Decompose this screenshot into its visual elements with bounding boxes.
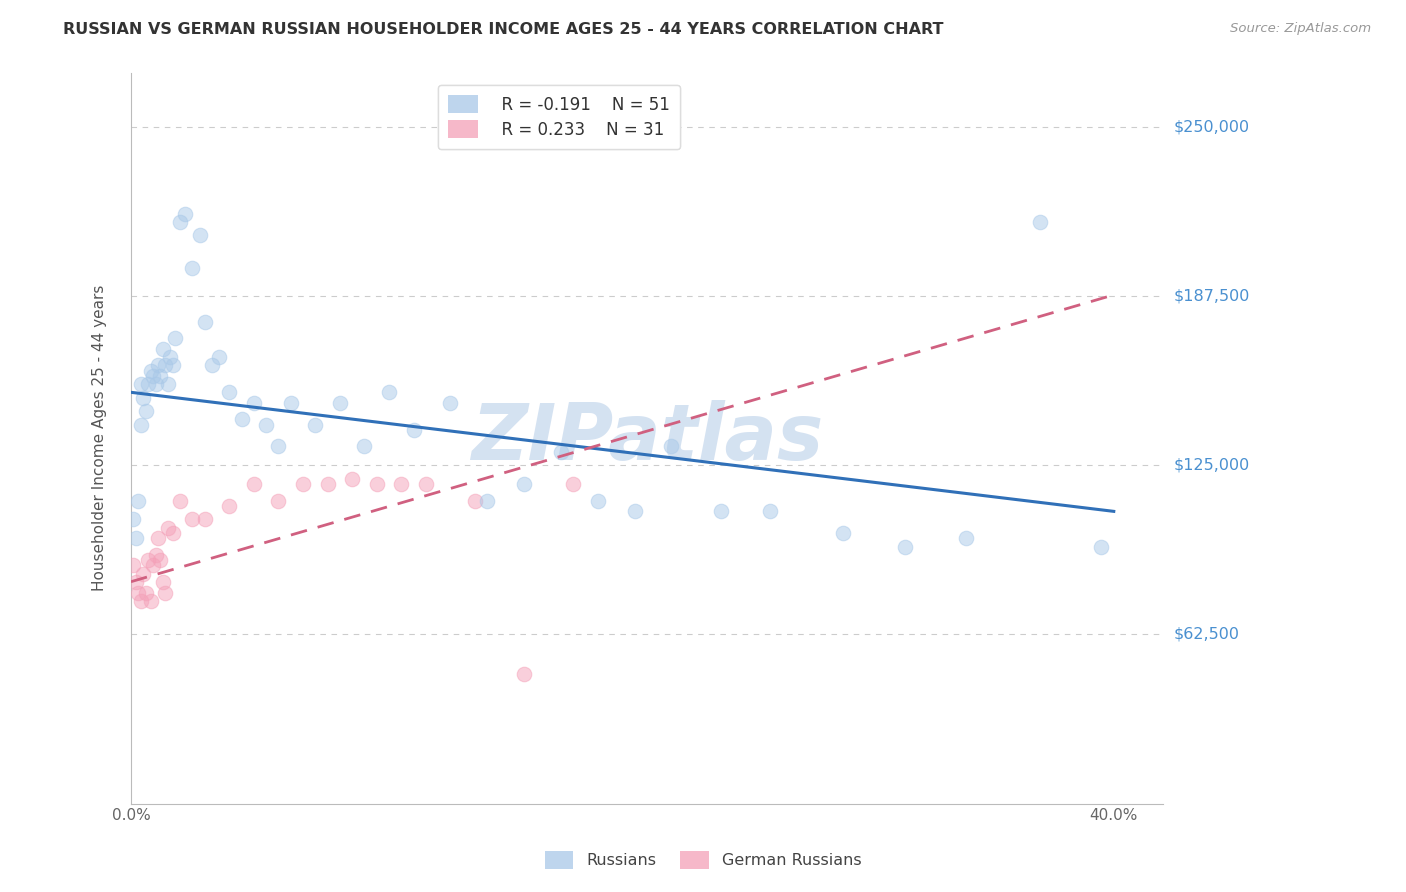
Point (389, 477, 412, 491)
Legend:   R = -0.191    N = 51,   R = 0.233    N = 31: R = -0.191 N = 51, R = 0.233 N = 31 (439, 85, 681, 149)
Point (122, 512, 145, 526)
Text: ZIPatlas: ZIPatlas (471, 401, 823, 476)
Point (366, 477, 388, 491)
Point (254, 417, 277, 432)
Point (955, 532, 977, 546)
Point (291, 477, 314, 491)
Point (129, 417, 152, 432)
Point (127, 493, 149, 508)
Point (145, 377, 167, 392)
Point (208, 350, 231, 364)
Point (162, 526, 184, 541)
Point (710, 504, 733, 518)
Point (340, 472, 363, 486)
Point (243, 477, 266, 491)
Point (122, 558, 145, 573)
Point (162, 358, 184, 372)
Point (1090, 540, 1112, 554)
Point (142, 558, 165, 573)
Point (329, 396, 352, 410)
Point (165, 331, 187, 345)
Point (439, 396, 461, 410)
Point (169, 493, 191, 508)
Point (155, 358, 177, 372)
Point (758, 504, 780, 518)
Point (155, 585, 177, 599)
Point (127, 585, 149, 599)
Point (139, 593, 162, 607)
Legend: Russians, German Russians: Russians, German Russians (538, 845, 868, 875)
Text: RUSSIAN VS GERMAN RUSSIAN HOUSEHOLDER INCOME AGES 25 - 44 YEARS CORRELATION CHAR: RUSSIAN VS GERMAN RUSSIAN HOUSEHOLDER IN… (63, 22, 943, 37)
Point (415, 477, 437, 491)
Point (146, 358, 169, 372)
Point (378, 385, 401, 400)
Point (181, 260, 204, 275)
Point (135, 404, 157, 418)
Point (132, 566, 155, 581)
Point (125, 532, 148, 546)
Point (477, 493, 499, 508)
Point (218, 385, 240, 400)
Point (139, 364, 162, 378)
Point (132, 391, 155, 405)
Point (623, 504, 645, 518)
Y-axis label: Householder Income Ages 25 - 44 years: Householder Income Ages 25 - 44 years (93, 285, 107, 591)
Point (267, 439, 290, 453)
Point (152, 574, 174, 589)
Point (513, 477, 536, 491)
Point (188, 228, 211, 243)
Text: $125,000: $125,000 (1174, 458, 1250, 473)
Point (402, 423, 425, 437)
Point (661, 439, 683, 453)
Point (194, 315, 217, 329)
Point (513, 666, 536, 681)
Point (174, 207, 197, 221)
Point (464, 493, 486, 508)
Point (125, 574, 148, 589)
Point (586, 493, 609, 508)
Point (832, 526, 855, 541)
Point (136, 377, 159, 392)
Point (562, 477, 585, 491)
Point (149, 553, 172, 567)
Point (231, 412, 253, 426)
Point (218, 499, 240, 513)
Point (156, 520, 179, 534)
Point (136, 553, 159, 567)
Point (201, 358, 224, 372)
Point (135, 585, 157, 599)
Point (353, 439, 375, 453)
Text: $187,500: $187,500 (1174, 289, 1250, 304)
Point (149, 369, 172, 384)
Point (146, 532, 169, 546)
Point (181, 512, 204, 526)
Point (267, 493, 290, 508)
Point (894, 540, 917, 554)
Text: $62,500: $62,500 (1174, 627, 1240, 642)
Point (280, 396, 302, 410)
Text: Source: ZipAtlas.com: Source: ZipAtlas.com (1230, 22, 1371, 36)
Point (194, 512, 217, 526)
Point (243, 396, 266, 410)
Point (304, 417, 326, 432)
Point (145, 548, 167, 562)
Point (169, 215, 191, 229)
Point (156, 377, 179, 392)
Point (1029, 215, 1052, 229)
Text: $250,000: $250,000 (1174, 120, 1250, 135)
Point (129, 593, 152, 607)
Point (152, 342, 174, 356)
Point (316, 477, 339, 491)
Point (159, 350, 181, 364)
Point (129, 377, 152, 392)
Point (550, 445, 572, 459)
Point (142, 369, 165, 384)
